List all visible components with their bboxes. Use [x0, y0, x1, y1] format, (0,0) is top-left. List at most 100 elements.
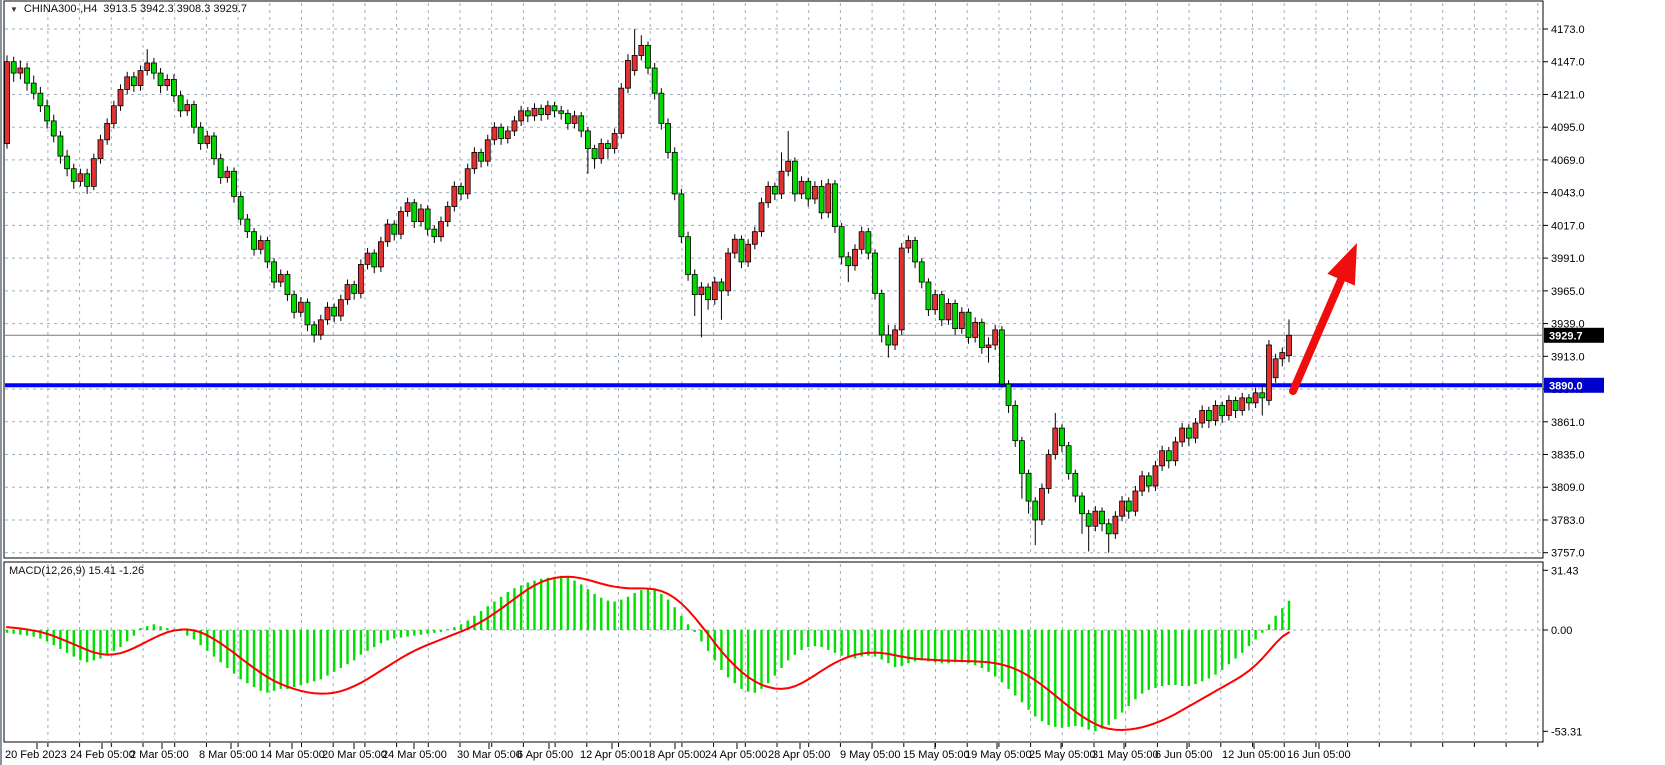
- candle: [571, 110, 578, 129]
- candle: [518, 105, 525, 126]
- candle-body: [1286, 334, 1292, 357]
- candle: [264, 236, 271, 269]
- price-tag-bg: [1544, 377, 1604, 393]
- candle: [771, 182, 778, 201]
- candle-body: [1012, 405, 1019, 442]
- symbol-period-label: CHINA300-,H4: [23, 3, 98, 15]
- candle: [1172, 436, 1179, 466]
- candle-body: [1246, 397, 1252, 404]
- candle: [364, 248, 371, 270]
- time-axis-label: 25 May 05:00: [1029, 749, 1096, 761]
- candle: [685, 231, 691, 281]
- candle-body: [638, 44, 645, 56]
- candle-body: [4, 61, 10, 144]
- candle: [1005, 380, 1012, 413]
- candle-body: [1259, 392, 1266, 399]
- candle-body: [284, 274, 291, 296]
- main-chart-panel[interactable]: [3, 0, 1544, 559]
- candle-body: [791, 160, 798, 195]
- candle: [625, 54, 631, 94]
- candle-body: [685, 236, 691, 275]
- candle: [4, 55, 10, 149]
- candle: [985, 337, 992, 363]
- support-price-tag: 3890.0: [1544, 377, 1604, 393]
- candle: [838, 222, 845, 265]
- candle-body: [77, 173, 84, 182]
- candle: [972, 317, 979, 343]
- candle-body: [1205, 410, 1212, 421]
- candle: [50, 114, 57, 143]
- candle: [731, 234, 738, 259]
- candle: [484, 134, 491, 167]
- candle: [745, 239, 752, 267]
- candle: [84, 168, 91, 194]
- candle-body: [24, 67, 30, 84]
- candle-body: [578, 115, 585, 132]
- candle-body: [44, 105, 50, 122]
- macd-indicator-label: MACD(12,26,9) 15.41 -1.26: [9, 565, 144, 577]
- candle-body: [711, 281, 718, 301]
- candle-body: [398, 211, 404, 235]
- candle: [77, 168, 84, 187]
- time-axis: 20 Feb 2023 24 Feb 05:002 Mar 05:00 8 Mar …: [5, 743, 1351, 761]
- candle-body: [438, 221, 444, 238]
- macd-value: 15.41: [88, 565, 117, 577]
- candle-body: [324, 306, 331, 321]
- macd-name: MACD(12,26,9): [9, 565, 86, 577]
- candle: [317, 314, 324, 340]
- candle-body: [912, 240, 918, 263]
- candle: [1259, 385, 1266, 416]
- candle: [1099, 507, 1105, 532]
- candle: [1232, 396, 1239, 418]
- candle: [825, 178, 832, 218]
- candle: [311, 321, 318, 343]
- candle-body: [1272, 358, 1279, 379]
- candle-body: [1125, 500, 1132, 512]
- candle: [157, 68, 164, 94]
- candle-body: [90, 158, 97, 187]
- symbol-dropdown-icon[interactable]: ▼: [10, 4, 18, 14]
- candle-body: [651, 67, 658, 94]
- candle: [491, 122, 498, 145]
- candle: [297, 297, 304, 318]
- candle-body: [885, 334, 892, 346]
- candle-body: [364, 252, 371, 265]
- candle-body: [291, 294, 298, 313]
- candle: [184, 99, 191, 116]
- candle-body: [217, 158, 224, 178]
- candle-body: [1045, 454, 1052, 489]
- macd-axis-label: 0.00: [1551, 625, 1572, 637]
- candle-body: [832, 183, 838, 228]
- candle-body: [838, 226, 845, 258]
- candle-body: [825, 183, 832, 214]
- candle: [651, 62, 658, 100]
- candle-body: [631, 55, 638, 71]
- candle-body: [357, 264, 364, 294]
- candle: [1266, 339, 1272, 406]
- candle: [605, 139, 611, 159]
- candle: [845, 251, 852, 283]
- candle-body: [1192, 422, 1199, 439]
- candle: [398, 206, 404, 240]
- candle: [945, 298, 952, 325]
- candle-body: [264, 240, 271, 263]
- candle: [244, 214, 251, 238]
- candle-body: [498, 126, 504, 139]
- candle-body: [1139, 475, 1145, 492]
- candle-body: [351, 284, 358, 294]
- candle-body: [872, 252, 878, 294]
- time-axis-label: 20 Feb 2023: [5, 749, 67, 761]
- candle: [798, 176, 805, 199]
- candle: [1019, 436, 1025, 499]
- candle: [1139, 470, 1145, 497]
- candle-body: [84, 173, 91, 187]
- candle-body: [157, 72, 164, 87]
- candle: [992, 324, 999, 351]
- candle: [658, 88, 665, 130]
- candle: [1085, 509, 1092, 552]
- candle-body: [1085, 513, 1092, 527]
- candle: [1032, 497, 1039, 546]
- candle-body: [50, 120, 57, 137]
